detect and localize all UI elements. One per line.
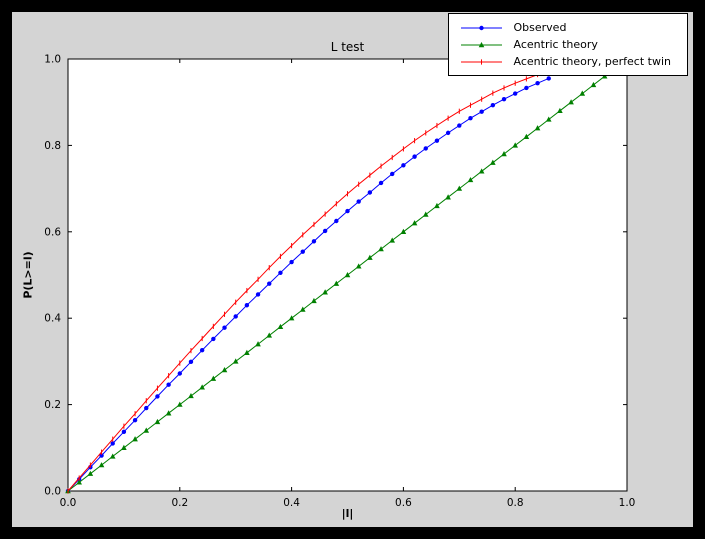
svg-text:0.0: 0.0: [60, 497, 77, 509]
svg-text:0.6: 0.6: [395, 497, 412, 509]
figure: 0.0 0.2 0.4 0.6 0.8 1.0 0.0 0.2 0.4 0.6 0.8 1.0 L t…: [12, 12, 693, 527]
legend-line-sample: [459, 39, 504, 51]
legend: Observed Acentric theory Acentric theory…: [447, 13, 688, 76]
x-axis-label: |l|: [341, 507, 354, 520]
legend-item: Acentric theory: [459, 38, 671, 51]
legend-item-label: Acentric theory: [513, 38, 598, 51]
legend-line-sample: [459, 22, 504, 34]
svg-text:0.4: 0.4: [44, 313, 61, 325]
svg-text:0.8: 0.8: [44, 140, 61, 152]
svg-text:0.2: 0.2: [44, 399, 61, 411]
svg-text:0.2: 0.2: [171, 497, 188, 509]
plot-canvas: 0.0 0.2 0.4 0.6 0.8 1.0 0.0 0.2 0.4 0.6 0.8 1.0: [44, 54, 636, 510]
svg-text:1.0: 1.0: [44, 54, 61, 66]
legend-item-label: Observed: [513, 21, 567, 34]
svg-text:1.0: 1.0: [619, 497, 636, 509]
legend-line-sample: [459, 56, 504, 68]
svg-text:0.8: 0.8: [507, 497, 524, 509]
svg-text:0.6: 0.6: [44, 226, 61, 238]
svg-text:0.0: 0.0: [44, 486, 61, 498]
legend-item-label: Acentric theory, perfect twin: [513, 55, 671, 68]
legend-item: Observed: [459, 21, 671, 34]
svg-text:0.4: 0.4: [283, 497, 300, 509]
chart-title: L test: [330, 40, 365, 54]
y-axis-label: P(L>=l): [21, 251, 35, 299]
legend-item: Acentric theory, perfect twin: [459, 55, 671, 68]
